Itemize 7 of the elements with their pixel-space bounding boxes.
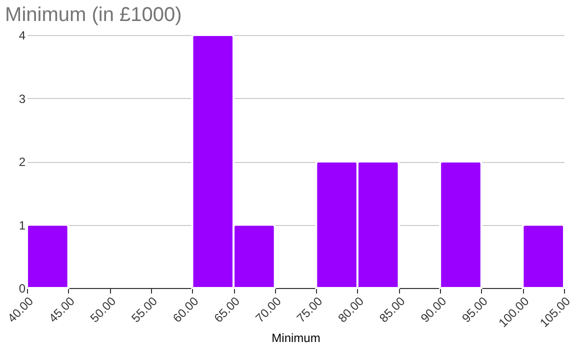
y-tick-label: 1 (18, 218, 26, 232)
y-tick-label: 0 (18, 282, 26, 296)
y-tick-label: 4 (18, 28, 26, 42)
x-axis-title: Minimum (272, 331, 320, 346)
y-tick-label: 3 (18, 92, 26, 106)
chart-title: Minimum (in £1000) (5, 4, 182, 26)
y-tick-label: 2 (18, 155, 26, 169)
